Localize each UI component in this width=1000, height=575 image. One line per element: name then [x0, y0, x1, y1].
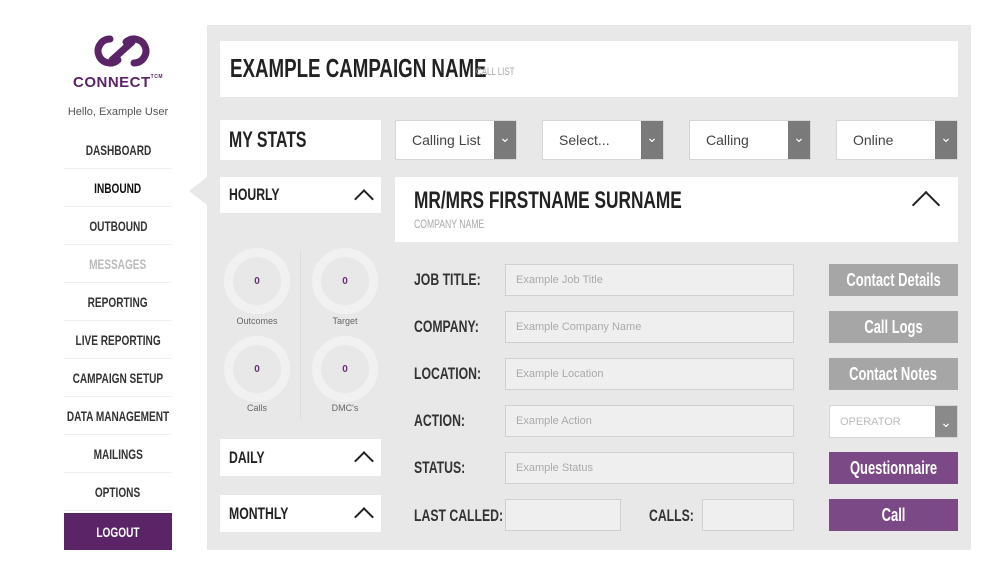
call-button[interactable]: Call	[829, 499, 958, 531]
nav-item-inbound[interactable]: INBOUND	[64, 169, 172, 207]
nav-label: MESSAGES	[89, 255, 147, 272]
status-input[interactable]: Example Status	[505, 452, 794, 484]
chevron-up-icon[interactable]	[354, 507, 374, 527]
chevron-down-icon: ⌄	[935, 406, 957, 437]
ring-label: Target	[332, 316, 358, 326]
nav-item-options[interactable]: OPTIONS	[64, 473, 172, 511]
hourly-section[interactable]: HOURLY	[220, 177, 381, 213]
calling-dropdown[interactable]: Calling ⌄	[689, 120, 811, 160]
daily-section[interactable]: DAILY	[220, 439, 381, 476]
job-title-label: JOB TITLE:	[414, 270, 481, 289]
campaign-name: EXAMPLE CAMPAIGN NAME	[230, 53, 487, 83]
chevron-down-icon: ⌄	[641, 121, 663, 159]
chevron-down-icon: ⌄	[788, 121, 810, 159]
nav-item-dashboard[interactable]: DASHBOARD	[64, 131, 172, 169]
nav-item-data-management[interactable]: DATA MANAGEMENT	[64, 397, 172, 435]
nav-label: OPTIONS	[95, 483, 141, 500]
calls-input[interactable]	[702, 499, 794, 531]
calling-list-dropdown[interactable]: Calling List ⌄	[395, 120, 517, 160]
nav-label: OUTBOUND	[88, 217, 148, 234]
action-label: ACTION:	[414, 411, 465, 430]
nav-label: MAILINGS	[93, 445, 143, 462]
nav-item-mailings[interactable]: MAILINGS	[64, 435, 172, 473]
questionnaire-button[interactable]: Questionnaire	[829, 452, 958, 484]
company-label: COMPANY:	[414, 317, 479, 336]
campaign-sub: CALL LIST	[476, 66, 515, 78]
my-stats-title: MY STATS	[220, 120, 381, 160]
ring-label: Calls	[246, 403, 267, 413]
dmcs-ring: 0	[312, 336, 378, 402]
ring-label: Outcomes	[236, 316, 278, 326]
divider	[300, 250, 301, 420]
chevron-down-icon: ⌄	[935, 121, 957, 159]
chevron-up-icon[interactable]	[354, 189, 374, 209]
nav-item-live-reporting[interactable]: LIVE REPORTING	[64, 321, 172, 359]
online-dropdown[interactable]: Online ⌄	[836, 120, 958, 160]
select-dropdown[interactable]: Select... ⌄	[542, 120, 664, 160]
call-logs-button[interactable]: Call Logs	[829, 311, 958, 343]
contact-name: MR/MRS FIRSTNAME SURNAME	[414, 187, 682, 214]
active-indicator	[189, 177, 207, 205]
status-label: STATUS:	[414, 458, 466, 477]
outcomes-ring: 0	[224, 248, 290, 314]
nav-item-campaign-setup[interactable]: CAMPAIGN SETUP	[64, 359, 172, 397]
nav-label: LIVE REPORTING	[75, 331, 161, 348]
chevron-up-icon[interactable]	[354, 451, 374, 471]
contact-details-button[interactable]: Contact Details	[829, 264, 958, 296]
location-input[interactable]: Example Location	[505, 358, 794, 390]
brand-name: CONNECTTCM	[72, 74, 163, 91]
nav-label: INBOUND	[94, 179, 142, 196]
contact-notes-button[interactable]: Contact Notes	[829, 358, 958, 390]
location-label: LOCATION:	[414, 364, 482, 383]
company-input[interactable]: Example Company Name	[505, 311, 794, 343]
nav-label: DATA MANAGEMENT	[66, 407, 170, 424]
last-called-input[interactable]	[505, 499, 621, 531]
nav-item-messages[interactable]: MESSAGES	[64, 245, 172, 283]
monthly-section[interactable]: MONTHLY	[220, 495, 381, 532]
contact-header: MR/MRS FIRSTNAME SURNAME COMPANY NAME	[395, 177, 958, 242]
logo	[90, 34, 154, 68]
nav-item-reporting[interactable]: REPORTING	[64, 283, 172, 321]
last-called-label: LAST CALLED:	[414, 506, 504, 525]
nav-label: DASHBOARD	[85, 141, 151, 158]
ring-label: DMC's	[331, 403, 359, 413]
campaign-header: EXAMPLE CAMPAIGN NAME CALL LIST	[220, 41, 958, 97]
job-title-input[interactable]: Example Job Title	[505, 264, 794, 296]
action-input[interactable]: Example Action	[505, 405, 794, 437]
company-name: COMPANY NAME	[414, 217, 485, 231]
operator-dropdown[interactable]: OPERATOR ⌄	[829, 405, 958, 438]
chevron-down-icon: ⌄	[494, 121, 516, 159]
target-ring: 0	[312, 248, 378, 314]
nav-label: REPORTING	[88, 293, 148, 310]
nav-item-outbound[interactable]: OUTBOUND	[64, 207, 172, 245]
nav-label: CAMPAIGN SETUP	[72, 369, 164, 386]
calls-ring: 0	[224, 336, 290, 402]
logout-button[interactable]: LOGOUT	[64, 513, 172, 550]
calls-label: CALLS:	[649, 506, 694, 525]
greeting: Hello, Example User	[67, 106, 169, 118]
